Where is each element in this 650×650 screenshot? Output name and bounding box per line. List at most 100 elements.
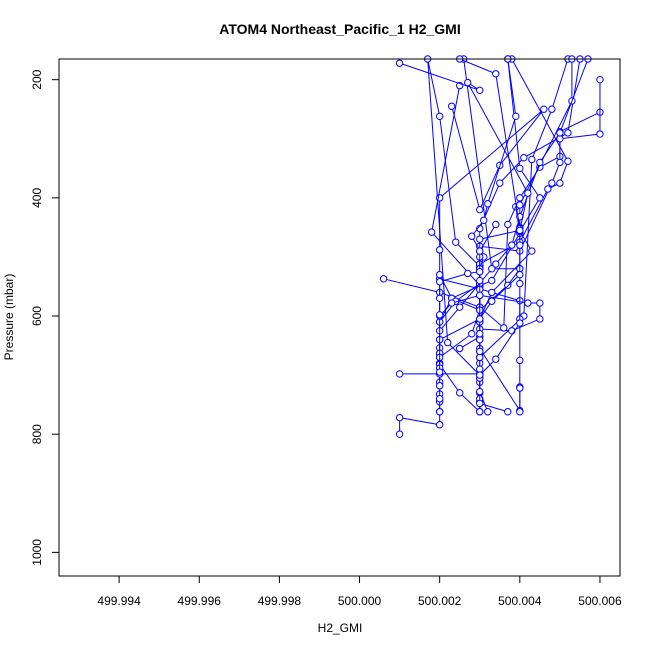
series-2	[435, 55, 572, 416]
data-point	[395, 430, 404, 438]
series-line-12	[439, 58, 521, 369]
x-axis-label: H2_GMI	[318, 621, 363, 635]
data-point	[435, 112, 444, 121]
data-point	[468, 330, 476, 338]
data-point	[488, 265, 496, 273]
data-point	[476, 315, 484, 323]
data-point	[468, 232, 476, 240]
axes-layer: 499.994 499.996 499.998 500.000 500.002 500.0…	[30, 69, 622, 608]
data-point	[564, 129, 572, 137]
data-point	[456, 303, 464, 311]
data-point	[435, 395, 444, 403]
data-point	[524, 299, 532, 307]
data-point	[536, 194, 544, 202]
data-point	[536, 158, 544, 167]
series-16	[435, 220, 500, 319]
data-point	[476, 235, 484, 243]
series-8	[476, 55, 576, 382]
data-point	[435, 246, 444, 254]
series-line-14	[459, 58, 521, 358]
data-point	[480, 216, 488, 225]
series-line-15	[399, 62, 529, 373]
y-tick-label: 1000	[30, 539, 44, 566]
data-point	[492, 260, 500, 268]
data-point	[476, 330, 484, 338]
data-point	[492, 220, 500, 229]
data-point	[488, 288, 496, 297]
data-point	[488, 276, 496, 285]
series-line-11	[439, 58, 541, 341]
series-line-0	[399, 206, 521, 435]
data-point	[476, 371, 484, 379]
x-tick-label: 500.000	[338, 594, 382, 608]
data-point	[395, 370, 404, 378]
data-point	[476, 268, 484, 276]
data-point	[395, 59, 404, 67]
data-point	[492, 70, 500, 78]
chart-title: ATOM4 Northeast_Pacific_1 H2_GMI	[219, 21, 460, 37]
data-point	[536, 315, 544, 323]
data-point	[564, 157, 572, 165]
data-point	[520, 153, 528, 162]
data-point	[492, 355, 500, 363]
data-layer	[379, 55, 604, 438]
series-10	[435, 55, 592, 335]
series-line-7	[439, 79, 601, 354]
data-point	[464, 78, 472, 87]
data-point	[516, 279, 524, 288]
data-point	[512, 112, 520, 121]
x-tick-label: 499.998	[258, 594, 302, 608]
data-point	[435, 421, 444, 429]
data-point	[504, 220, 512, 229]
data-point	[500, 324, 508, 332]
data-point	[456, 344, 464, 353]
x-tick-label: 500.004	[498, 594, 542, 608]
x-tick-label: 499.994	[97, 594, 141, 608]
data-point	[528, 247, 536, 255]
data-point	[596, 75, 604, 84]
series-9	[435, 55, 572, 326]
data-point	[544, 185, 552, 193]
y-tick-label: 800	[30, 424, 44, 444]
data-point	[488, 297, 496, 305]
data-point	[528, 155, 536, 164]
data-point	[556, 179, 564, 187]
data-point	[516, 241, 524, 249]
data-point	[456, 389, 464, 397]
data-point	[516, 226, 524, 235]
data-point	[516, 408, 524, 416]
data-point	[548, 105, 556, 113]
series-4	[435, 102, 548, 416]
data-point	[435, 294, 444, 302]
data-point	[435, 368, 444, 376]
data-point	[476, 247, 484, 255]
data-point	[556, 129, 564, 137]
data-point	[476, 399, 484, 408]
data-point	[556, 158, 564, 167]
data-point	[540, 105, 548, 113]
data-point	[548, 179, 556, 187]
data-point	[476, 86, 484, 95]
data-point	[516, 270, 524, 279]
data-point	[435, 408, 444, 416]
data-point	[476, 291, 484, 300]
data-point	[464, 269, 472, 278]
y-tick-label: 400	[30, 188, 44, 208]
data-point	[476, 347, 484, 356]
data-point	[596, 130, 604, 138]
y-axis-label: Pressure (mbar)	[2, 274, 16, 361]
data-point	[484, 200, 492, 208]
data-point	[484, 408, 492, 416]
data-point	[536, 299, 544, 307]
data-point	[452, 238, 460, 246]
data-point	[504, 408, 512, 416]
data-point	[435, 270, 444, 279]
data-point	[508, 241, 516, 249]
data-point	[435, 382, 444, 390]
data-point	[435, 278, 444, 286]
data-point	[443, 338, 452, 347]
data-point	[508, 327, 516, 335]
data-point	[476, 408, 484, 416]
x-tick-label: 499.996	[178, 594, 222, 608]
data-point	[395, 413, 404, 422]
